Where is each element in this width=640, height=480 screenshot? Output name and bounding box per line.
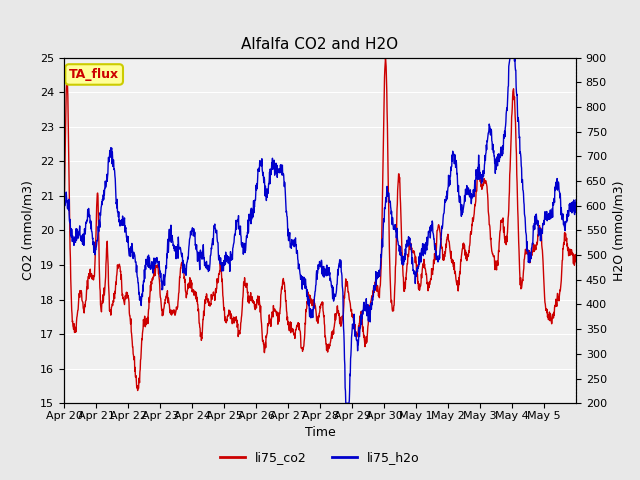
li75_co2	[572, 259, 580, 264]
li75_co2	[323, 341, 330, 347]
Line: li75_co2: li75_co2	[64, 59, 576, 391]
li75_h2o	[540, 222, 547, 228]
li75_co2	[134, 388, 141, 394]
X-axis label: Time: Time	[305, 426, 335, 439]
li75_h2o	[322, 267, 330, 273]
Legend: li75_co2, li75_h2o: li75_co2, li75_h2o	[215, 446, 425, 469]
Line: li75_h2o: li75_h2o	[64, 58, 576, 403]
li75_h2o	[506, 55, 514, 60]
Title: Alfalfa CO2 and H2O: Alfalfa CO2 and H2O	[241, 37, 399, 52]
li75_h2o	[342, 400, 349, 406]
li75_co2	[413, 271, 421, 277]
li75_co2	[540, 274, 547, 279]
li75_h2o	[152, 261, 159, 266]
li75_h2o	[413, 267, 421, 273]
li75_h2o	[70, 238, 77, 243]
li75_co2	[60, 220, 68, 226]
Y-axis label: H2O (mmol/m3): H2O (mmol/m3)	[612, 180, 625, 281]
li75_h2o	[292, 235, 300, 241]
li75_co2	[70, 326, 77, 332]
li75_co2	[152, 263, 160, 268]
Y-axis label: CO2 (mmol/m3): CO2 (mmol/m3)	[22, 180, 35, 280]
Text: TA_flux: TA_flux	[69, 68, 119, 81]
li75_co2	[292, 327, 300, 333]
li75_h2o	[572, 197, 580, 203]
li75_h2o	[60, 206, 68, 212]
li75_co2	[381, 56, 389, 61]
